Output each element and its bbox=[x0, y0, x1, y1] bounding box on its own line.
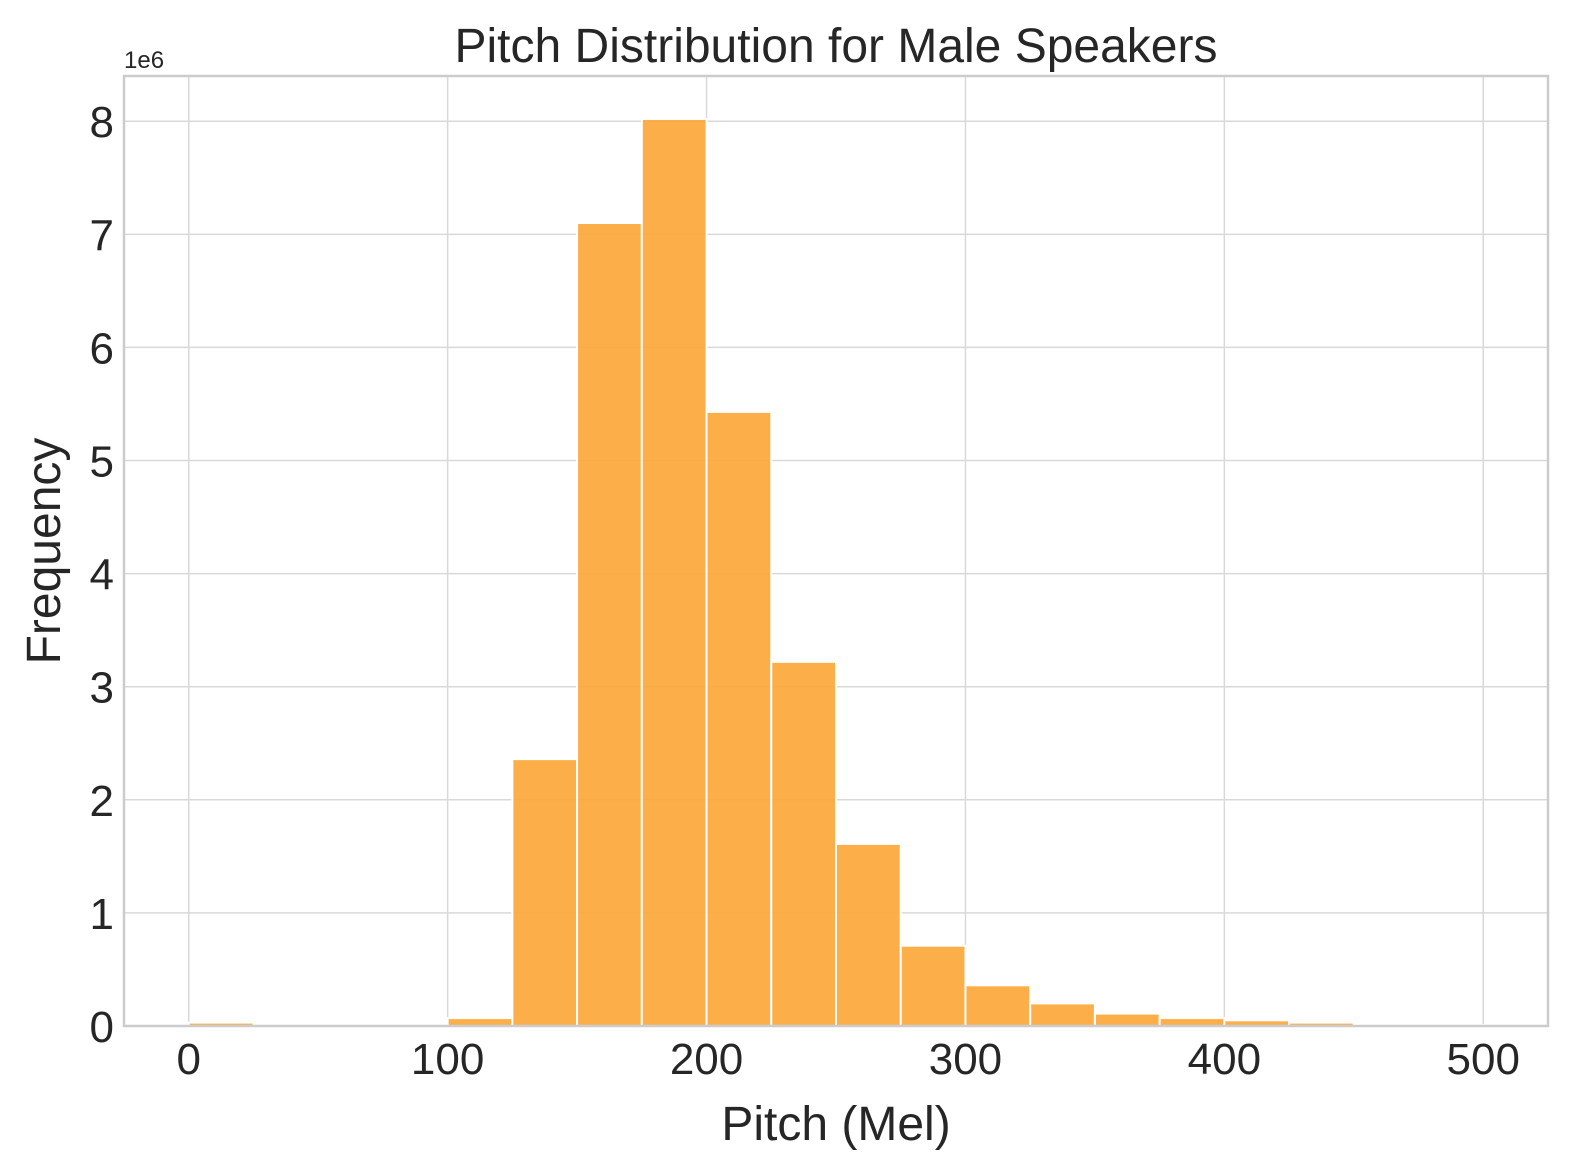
histogram-bars bbox=[187, 117, 1485, 1028]
x-tick-label: 200 bbox=[670, 1035, 743, 1084]
histogram-bar bbox=[511, 758, 579, 1027]
histogram-bar bbox=[1029, 1002, 1096, 1028]
x-tick-label: 400 bbox=[1188, 1035, 1261, 1084]
x-tick-label: 500 bbox=[1447, 1035, 1520, 1084]
y-axis-label: Frequency bbox=[18, 438, 71, 665]
chart-title: Pitch Distribution for Male Speakers bbox=[455, 20, 1218, 73]
x-axis-label: Pitch (Mel) bbox=[721, 1098, 950, 1151]
histogram-bar bbox=[770, 660, 837, 1027]
histogram-bar bbox=[640, 117, 708, 1027]
grid-lines bbox=[124, 76, 1548, 1027]
y-tick-label: 1 bbox=[90, 890, 114, 939]
histogram-bar bbox=[705, 410, 773, 1027]
histogram-bar bbox=[899, 944, 967, 1028]
x-tick-labels: 0 100 200 300 400 500 bbox=[176, 1035, 1519, 1084]
y-axis-offset-label: 1e6 bbox=[124, 47, 164, 74]
y-tick-label: 8 bbox=[90, 98, 114, 147]
y-tick-label: 3 bbox=[90, 664, 114, 713]
y-tick-label: 0 bbox=[90, 1003, 114, 1052]
y-tick-label: 5 bbox=[90, 438, 114, 487]
y-tick-label: 4 bbox=[90, 551, 114, 600]
x-tick-label: 0 bbox=[176, 1035, 200, 1084]
histogram-bar bbox=[964, 984, 1032, 1027]
x-tick-label: 100 bbox=[411, 1035, 484, 1084]
y-tick-label: 6 bbox=[90, 324, 114, 373]
histogram-bar bbox=[1093, 1012, 1161, 1027]
y-tick-labels: 0 1 2 3 4 5 6 7 8 bbox=[90, 98, 114, 1052]
x-tick-label: 300 bbox=[929, 1035, 1002, 1084]
histogram-bar bbox=[576, 222, 643, 1027]
y-tick-label: 7 bbox=[90, 211, 114, 260]
histogram-bar bbox=[835, 842, 902, 1028]
plot-frame bbox=[122, 74, 1550, 1028]
y-tick-label: 2 bbox=[90, 777, 114, 826]
